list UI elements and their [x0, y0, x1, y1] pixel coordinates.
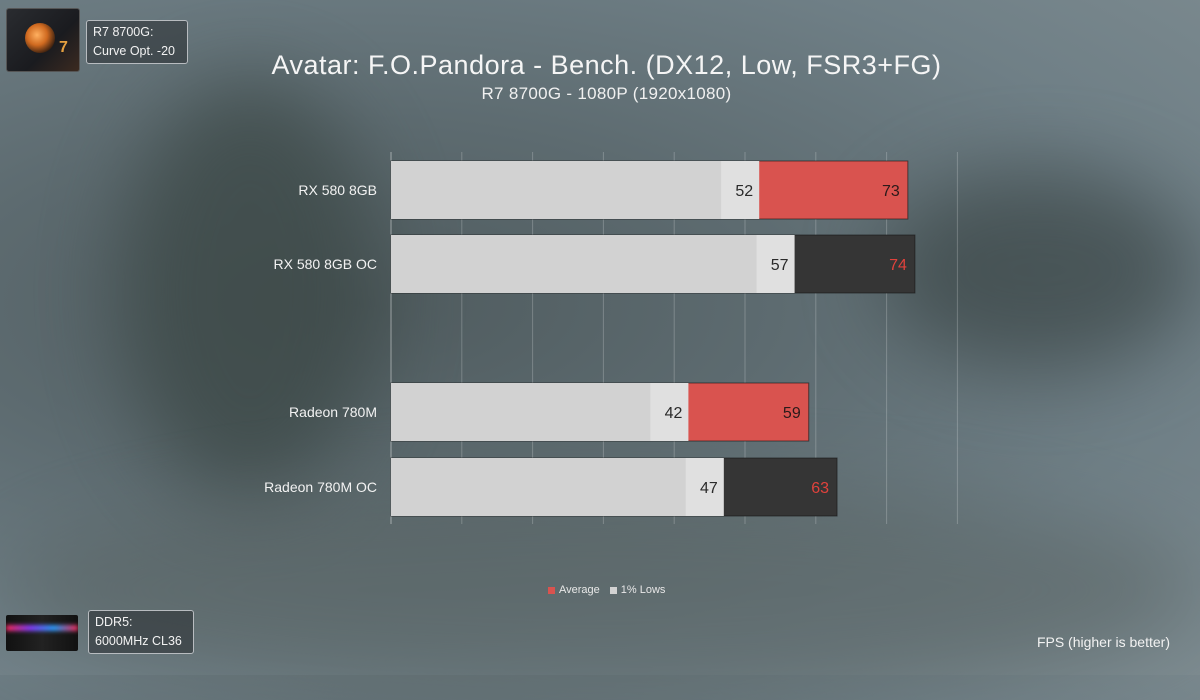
- chart-subtitle: R7 8700G - 1080P (1920x1080): [481, 84, 732, 103]
- legend-item-lows: 1% Lows: [609, 584, 666, 596]
- cpu-info-box: R7 8700G: Curve Opt. -20: [86, 20, 188, 64]
- legend-label-average: Average: [559, 584, 600, 596]
- bar-lows: [391, 458, 724, 516]
- average-value-label: 74: [889, 257, 907, 274]
- ram-info-line1: DDR5:: [95, 615, 133, 629]
- average-value-label: 59: [783, 405, 801, 422]
- chart-legend: Average 1% Lows: [548, 584, 665, 596]
- chart-title: Avatar: F.O.Pandora - Bench. (DX12, Low,…: [271, 50, 942, 80]
- fps-footnote: FPS (higher is better): [1036, 634, 1170, 650]
- ram-info-line2: 6000MHz CL36: [95, 634, 182, 648]
- category-label: Radeon 780M: [289, 404, 377, 420]
- legend-label-lows: 1% Lows: [620, 584, 666, 596]
- average-value-label: 63: [811, 480, 829, 497]
- cpu-box-image: 7: [6, 8, 80, 72]
- category-label: RX 580 8GB OC: [274, 256, 378, 272]
- ram-info-box: DDR5: 6000MHz CL36: [88, 610, 194, 654]
- bar-lows-highlight: [685, 458, 724, 516]
- lows-value-label: 42: [665, 405, 683, 422]
- cpu-info-line1: R7 8700G:: [93, 25, 154, 39]
- bar-lows-highlight: [756, 235, 795, 293]
- bar-lows: [391, 383, 689, 441]
- lows-value-label: 52: [735, 183, 753, 200]
- lows-value-label: 57: [771, 257, 789, 274]
- category-label: Radeon 780M OC: [264, 479, 377, 495]
- average-value-label: 73: [882, 183, 900, 200]
- bar-lows: [391, 161, 760, 219]
- bar-chart: RX 580 8GB 52 73 RX 580 8GB OC 57 74 Radeon 78…: [264, 160, 916, 517]
- bar-lows-highlight: [650, 383, 689, 441]
- cpu-info-line2: Curve Opt. -20: [93, 44, 175, 58]
- ram-rgb-glow: [6, 625, 78, 631]
- ram-stick-image: [6, 615, 78, 651]
- legend-swatch-lows: [609, 586, 617, 594]
- legend-swatch-average: [548, 586, 555, 594]
- category-label: RX 580 8GB: [298, 182, 377, 198]
- lows-value-label: 47: [700, 480, 718, 497]
- legend-item-average: Average: [548, 584, 600, 596]
- cpu-logo-icon: [25, 23, 55, 53]
- cpu-seven-glyph: 7: [59, 39, 68, 56]
- bar-lows: [391, 235, 795, 293]
- bar-lows-highlight: [721, 161, 760, 219]
